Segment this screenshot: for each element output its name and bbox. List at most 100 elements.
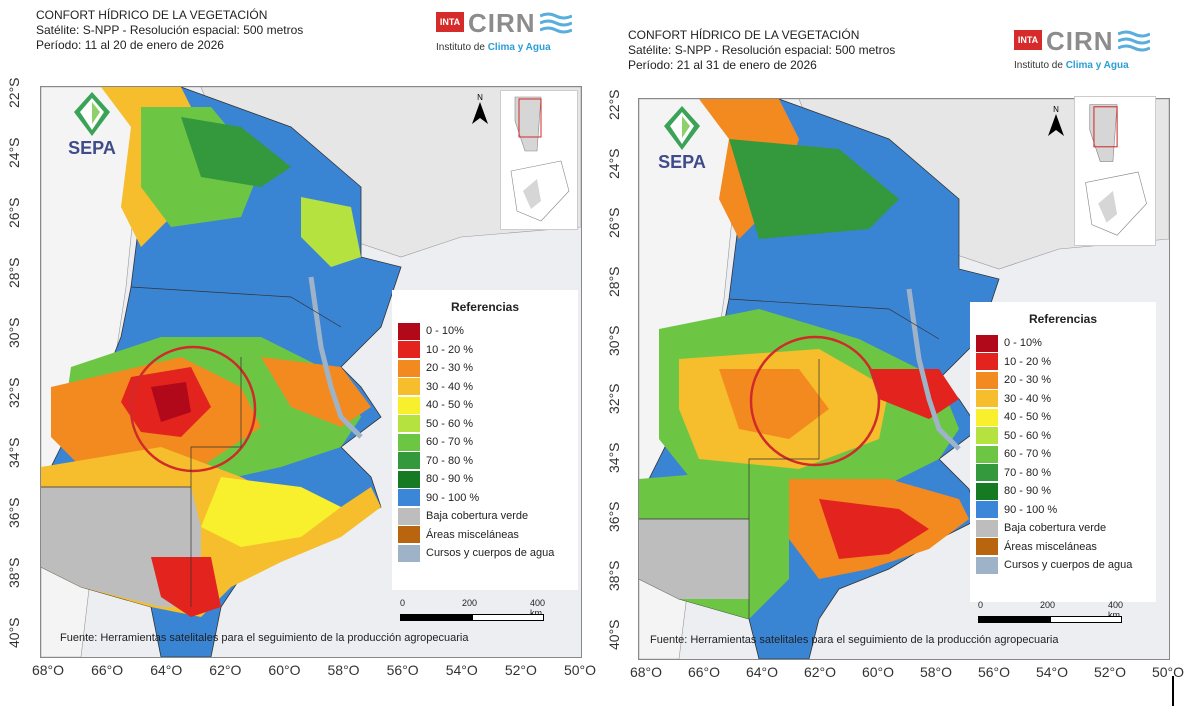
scale-white xyxy=(1050,616,1122,623)
legend-item: Baja cobertura verde xyxy=(392,507,578,526)
legend-item: 0 - 10% xyxy=(392,322,578,341)
lon-tick-label: 56°O xyxy=(977,664,1011,680)
lon-tick-label: 66°O xyxy=(687,664,721,680)
legend-label: 80 - 90 % xyxy=(426,473,474,486)
lon-tick-label: 68°O xyxy=(629,664,663,680)
lat-tick-label: 34°S xyxy=(6,437,22,468)
legend-swatch xyxy=(398,359,420,377)
lat-tick-label: 32°S xyxy=(606,383,622,415)
legend-item: 60 - 70 % xyxy=(392,433,578,452)
legend-swatch xyxy=(976,427,998,445)
lon-tick-label: 60°O xyxy=(861,664,895,680)
legend-swatch xyxy=(976,519,998,537)
legend-item: 60 - 70 % xyxy=(970,445,1156,464)
legend-label: Baja cobertura verde xyxy=(1004,522,1107,535)
waves-icon xyxy=(540,12,572,34)
lat-tick-label: 30°S xyxy=(606,325,622,356)
legend-item: 40 - 50 % xyxy=(392,396,578,415)
lat-tick-label: 22°S xyxy=(606,89,622,120)
legend-swatch xyxy=(976,445,998,463)
cirn-text: CIRN xyxy=(468,8,536,38)
legend-label: 60 - 70 % xyxy=(426,436,474,449)
lon-tick-label: 66°O xyxy=(91,662,124,678)
scale-label-0: 0 xyxy=(978,600,984,610)
lon-tick-label: 52°O xyxy=(1093,664,1127,680)
legend-swatch xyxy=(976,501,998,519)
legend-swatch xyxy=(976,464,998,482)
cirn-logo: INTA CIRN Instituto de Clima y Agua xyxy=(1014,26,1154,74)
legend-swatch xyxy=(398,452,420,470)
legend-label: Cursos y cuerpos de agua xyxy=(1004,559,1133,572)
legend-label: 20 - 30 % xyxy=(1004,374,1052,387)
map-period: Período: 21 al 31 de enero de 2026 xyxy=(628,58,817,72)
map-frame xyxy=(40,86,582,658)
legend-label: 90 - 100 % xyxy=(426,491,480,504)
legend-label: 50 - 60 % xyxy=(1004,429,1052,442)
legend-label: 70 - 80 % xyxy=(426,454,474,467)
legend-label: 80 - 90 % xyxy=(1004,485,1052,498)
cursor-line xyxy=(1172,676,1174,706)
legend-swatch xyxy=(976,482,998,500)
lon-tick-label: 60°O xyxy=(268,662,301,678)
cirn-text: CIRN xyxy=(1046,26,1114,56)
legend-item: Áreas misceláneas xyxy=(970,538,1156,557)
legend-item: 30 - 40 % xyxy=(970,390,1156,409)
legend-label: 10 - 20 % xyxy=(426,343,474,356)
cirn-sub-highlight: Clima y Agua xyxy=(487,42,551,53)
legend-item: 70 - 80 % xyxy=(970,464,1156,483)
legend-item: 90 - 100 % xyxy=(392,489,578,508)
highlight-circle xyxy=(749,335,881,467)
map-title: CONFORT HÍDRICO DE LA VEGETACIÓN xyxy=(628,28,860,42)
lon-tick-label: 50°O xyxy=(1151,664,1185,680)
legend-label: 50 - 60 % xyxy=(426,417,474,430)
legend-swatch xyxy=(398,433,420,451)
lat-tick-label: 26°S xyxy=(6,197,22,228)
leaf-icon xyxy=(664,106,700,150)
lon-tick-label: 64°O xyxy=(745,664,779,680)
lon-tick-label: 54°O xyxy=(1035,664,1069,680)
legend-label: 10 - 20 % xyxy=(1004,355,1052,368)
scale-bar: 0 200 400 km xyxy=(978,598,1128,628)
source-note: Fuente: Herramientas satelitales para el… xyxy=(60,632,469,644)
legend-label: Áreas misceláneas xyxy=(426,528,519,541)
legend-swatch xyxy=(976,408,998,426)
legend: Referencias 0 - 10% 10 - 20 % 20 - 30 % 30 … xyxy=(392,290,578,590)
cirn-subtitle: Instituto de Clima y Agua xyxy=(436,42,551,53)
lat-tick-label: 36°S xyxy=(6,497,22,528)
sepa-text: SEPA xyxy=(658,152,706,172)
leaf-icon xyxy=(74,92,110,136)
legend-label: Baja cobertura verde xyxy=(426,510,529,523)
legend-item: 0 - 10% xyxy=(970,334,1156,353)
scale-black xyxy=(978,616,1050,623)
legend-label: 70 - 80 % xyxy=(1004,466,1052,479)
scale-label-400: 400 km xyxy=(1108,600,1124,620)
legend-item: 20 - 30 % xyxy=(392,359,578,378)
cirn-sub-prefix: Instituto de xyxy=(1014,60,1066,71)
cirn-sub-highlight: Clima y Agua xyxy=(1065,60,1129,71)
north-label: N xyxy=(477,93,483,102)
lon-tick-label: 58°O xyxy=(919,664,953,680)
legend-swatch xyxy=(398,341,420,359)
legend-swatch xyxy=(398,489,420,507)
scale-label-0: 0 xyxy=(400,598,406,608)
legend-item: 30 - 40 % xyxy=(392,378,578,397)
highlight-circle xyxy=(129,345,257,473)
legend-swatch xyxy=(398,470,420,488)
lat-tick-label: 34°S xyxy=(606,442,622,474)
cirn-subtitle: Instituto de Clima y Agua xyxy=(1014,60,1129,71)
lat-tick-label: 36°S xyxy=(606,501,622,533)
scale-black xyxy=(400,614,472,621)
legend-swatch xyxy=(398,526,420,544)
cirn-sub-prefix: Instituto de xyxy=(436,42,488,53)
scale-label-400: 400 km xyxy=(530,598,546,618)
legend-item: 50 - 60 % xyxy=(392,415,578,434)
legend-items: 0 - 10% 10 - 20 % 20 - 30 % 30 - 40 % 40 - 5… xyxy=(970,334,1156,575)
inta-logo: INTA xyxy=(1014,30,1042,50)
lat-tick-label: 38°S xyxy=(6,557,22,588)
legend-item: 70 - 80 % xyxy=(392,452,578,471)
lat-tick-label: 38°S xyxy=(606,560,622,592)
legend-label: 0 - 10% xyxy=(1004,337,1042,350)
waves-icon xyxy=(1118,30,1150,52)
lon-tick-label: 62°O xyxy=(803,664,837,680)
cirn-logo: INTA CIRN Instituto de Clima y Agua xyxy=(436,8,576,56)
